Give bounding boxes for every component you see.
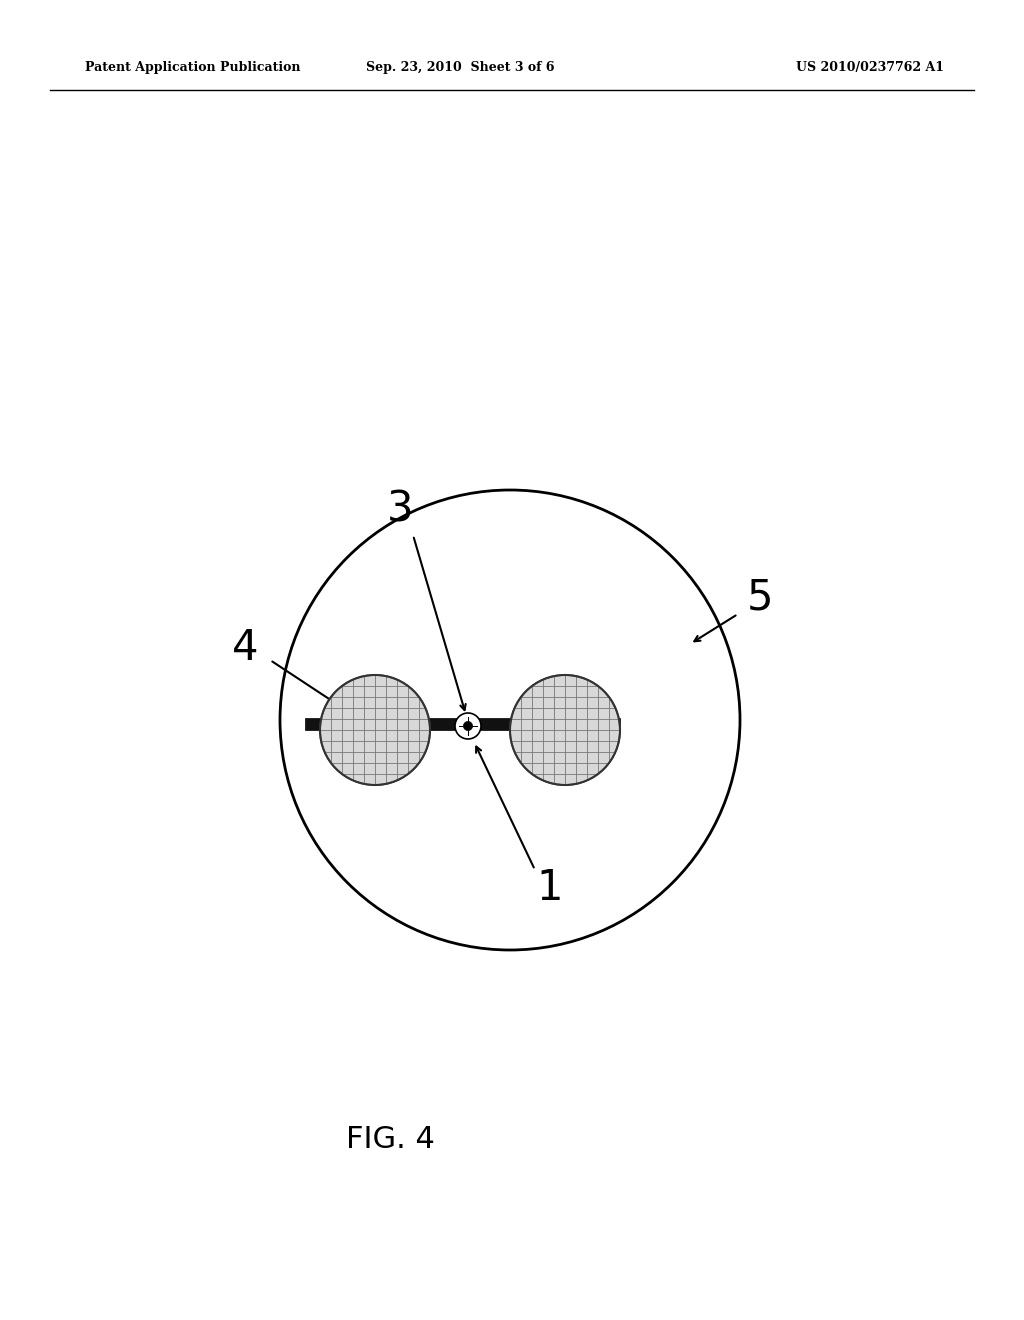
Text: 1: 1: [537, 867, 563, 909]
Text: Patent Application Publication: Patent Application Publication: [85, 62, 300, 74]
Text: FIG. 4: FIG. 4: [345, 1126, 434, 1155]
Text: 3: 3: [387, 488, 414, 531]
Circle shape: [319, 675, 430, 785]
Circle shape: [464, 722, 472, 730]
Text: Sep. 23, 2010  Sheet 3 of 6: Sep. 23, 2010 Sheet 3 of 6: [366, 62, 554, 74]
Circle shape: [510, 675, 620, 785]
Text: 4: 4: [231, 627, 258, 669]
Bar: [305, 718, 620, 730]
Circle shape: [455, 713, 481, 739]
Text: US 2010/0237762 A1: US 2010/0237762 A1: [796, 62, 944, 74]
Text: 5: 5: [746, 577, 773, 619]
